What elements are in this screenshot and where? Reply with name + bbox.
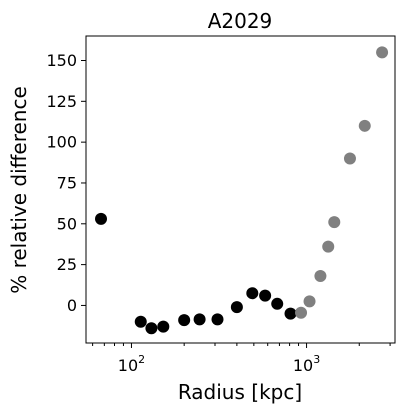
data-point [211, 313, 224, 326]
y-tick-label: 150 [46, 51, 77, 70]
data-point [134, 315, 147, 328]
plot-frame [85, 35, 396, 344]
x-tick-label: 103 [293, 353, 320, 375]
x-tick-label: 102 [118, 353, 145, 375]
data-point [343, 152, 356, 165]
y-tick-label: 75 [57, 173, 77, 192]
axes: 0 25 50 75 100 125 150 102 103 [46, 51, 391, 375]
data-point [157, 320, 170, 333]
chart-title: A2029 [208, 9, 273, 33]
plot-area [95, 46, 389, 335]
data-point [328, 216, 341, 229]
data-point [246, 287, 259, 300]
y-axis-label: % relative difference [7, 86, 31, 294]
y-tick-label: 100 [46, 133, 77, 152]
data-point [376, 46, 389, 59]
data-point [322, 240, 335, 253]
data-point [303, 295, 316, 308]
y-tick-label: 0 [67, 296, 77, 315]
data-point [314, 270, 327, 283]
y-tick-label: 25 [57, 255, 77, 274]
data-point [358, 119, 371, 132]
data-point [95, 212, 108, 225]
data-point [230, 301, 243, 314]
data-point [271, 297, 284, 310]
data-point [193, 313, 206, 326]
data-point [178, 314, 191, 327]
data-point [295, 306, 308, 319]
data-point [284, 307, 297, 320]
data-point [259, 289, 272, 302]
x-axis-label: Radius [kpc] [178, 380, 302, 404]
y-tick-label: 125 [46, 92, 77, 111]
data-point [145, 322, 158, 335]
y-tick-label: 50 [57, 214, 77, 233]
